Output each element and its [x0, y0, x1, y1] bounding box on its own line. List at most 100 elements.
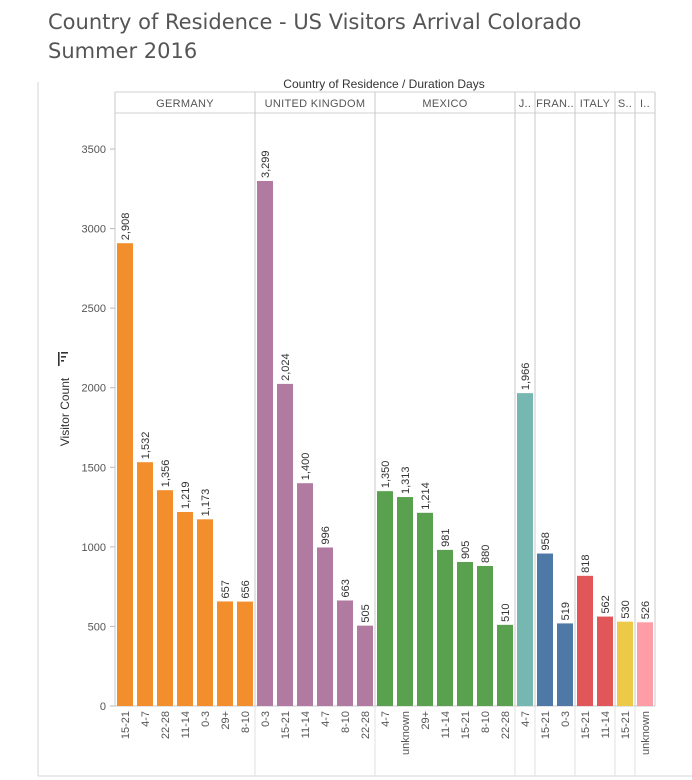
bar: [557, 623, 573, 706]
data-label: 1,219: [180, 481, 192, 509]
bar: [297, 483, 313, 706]
bar: [417, 512, 433, 706]
chart-title-line1: Country of Residence - US Visitors Arriv…: [48, 10, 582, 34]
data-label: 1,350: [380, 461, 392, 489]
data-label: 510: [500, 603, 512, 621]
bar: [357, 625, 373, 706]
data-label: 1,313: [400, 467, 412, 495]
bar: [337, 600, 353, 706]
bar: [497, 624, 513, 706]
x-tick-label: 0-3: [200, 711, 212, 727]
data-label: 1,532: [140, 432, 152, 460]
column-header-label: J..: [519, 98, 532, 110]
x-axis-title: Country of Residence / Duration Days: [283, 77, 484, 91]
x-tick-label: 11-14: [440, 711, 452, 738]
bar: [157, 490, 173, 706]
chart-title-line2: Summer 2016: [48, 39, 198, 63]
x-tick-label: 4-7: [380, 711, 392, 727]
y-tick-label: 2000: [82, 383, 106, 395]
x-tick-label: 4-7: [520, 711, 532, 727]
data-label: 996: [320, 526, 332, 544]
x-tick-label: 29+: [420, 711, 432, 730]
column-header-label: UNITED KINGDOM: [265, 98, 366, 110]
bar: [517, 393, 533, 706]
x-tick-label: 15-21: [580, 711, 592, 739]
y-tick-label: 500: [88, 621, 106, 633]
data-label: 3,299: [260, 150, 272, 178]
data-label: 505: [360, 604, 372, 622]
data-label: 663: [340, 579, 352, 597]
bar: [217, 601, 233, 706]
chart-title: Country of Residence - US Visitors Arriv…: [48, 8, 668, 66]
x-tick-label: 15-21: [120, 711, 132, 739]
bar: [237, 601, 253, 706]
x-tick-label: 29+: [220, 711, 232, 730]
bar: [637, 622, 653, 706]
data-label: 1,173: [200, 489, 212, 517]
bar: [257, 180, 273, 706]
y-tick-label: 0: [100, 701, 106, 713]
data-label: 1,400: [300, 453, 312, 481]
bar: [377, 491, 393, 706]
y-axis-title: Visitor Count: [58, 377, 72, 446]
data-label: 1,214: [420, 482, 432, 510]
data-label: 526: [640, 601, 652, 619]
x-tick-label: 15-21: [540, 711, 552, 739]
x-tick-label: 11-14: [180, 711, 192, 738]
x-tick-label: 22-28: [500, 711, 512, 739]
y-tick-label: 2500: [82, 303, 106, 315]
bar: [197, 519, 213, 706]
bar: [177, 512, 193, 706]
x-tick-label: 4-7: [320, 711, 332, 727]
bar: [117, 243, 133, 706]
data-label: 818: [580, 554, 592, 572]
data-label: 530: [620, 600, 632, 618]
sort-icon[interactable]: [58, 352, 68, 366]
y-tick-label: 1500: [82, 462, 106, 474]
column-header-label: ITALY: [580, 98, 611, 110]
x-tick-label: 0-3: [560, 711, 572, 727]
column-header-label: S..: [618, 98, 632, 110]
bar: [537, 553, 553, 706]
x-tick-label: 0-3: [260, 711, 272, 727]
x-tick-label: 8-10: [340, 711, 352, 733]
x-tick-label: 8-10: [480, 711, 492, 733]
column-header-label: FRAN..: [536, 98, 574, 110]
x-tick-label: 15-21: [620, 711, 632, 739]
x-tick-label: 22-28: [160, 711, 172, 739]
bar: [617, 621, 633, 706]
x-tick-label: unknown: [400, 711, 412, 755]
column-header-label: MEXICO: [422, 98, 467, 110]
bar: [317, 547, 333, 706]
data-label: 657: [220, 580, 232, 598]
column-header-label: GERMANY: [156, 98, 214, 110]
x-tick-label: unknown: [640, 711, 652, 755]
x-tick-label: 4-7: [140, 711, 152, 727]
data-label: 958: [540, 532, 552, 550]
x-tick-label: 22-28: [360, 711, 372, 739]
x-tick-label: 8-10: [240, 711, 252, 733]
data-label: 1,966: [520, 363, 532, 391]
x-tick-label: 11-14: [300, 711, 312, 738]
column-header-label: I..: [640, 98, 650, 110]
y-tick-label: 3000: [82, 224, 106, 236]
y-tick-label: 1000: [82, 542, 106, 554]
y-tick-label: 3500: [82, 144, 106, 156]
bar: [457, 561, 473, 706]
data-label: 1,356: [160, 460, 172, 488]
data-label: 562: [600, 595, 612, 613]
bar: [437, 549, 453, 706]
bar: [277, 383, 293, 706]
bar: [577, 575, 593, 706]
x-tick-label: 15-21: [460, 711, 472, 739]
bar: [137, 462, 153, 706]
data-label: 656: [240, 580, 252, 598]
x-tick-label: 15-21: [280, 711, 292, 739]
data-label: 981: [440, 529, 452, 547]
data-label: 2,908: [120, 213, 132, 241]
bar: [597, 616, 613, 706]
data-label: 2,024: [280, 353, 292, 381]
x-tick-label: 11-14: [600, 711, 612, 738]
data-label: 519: [560, 602, 572, 620]
